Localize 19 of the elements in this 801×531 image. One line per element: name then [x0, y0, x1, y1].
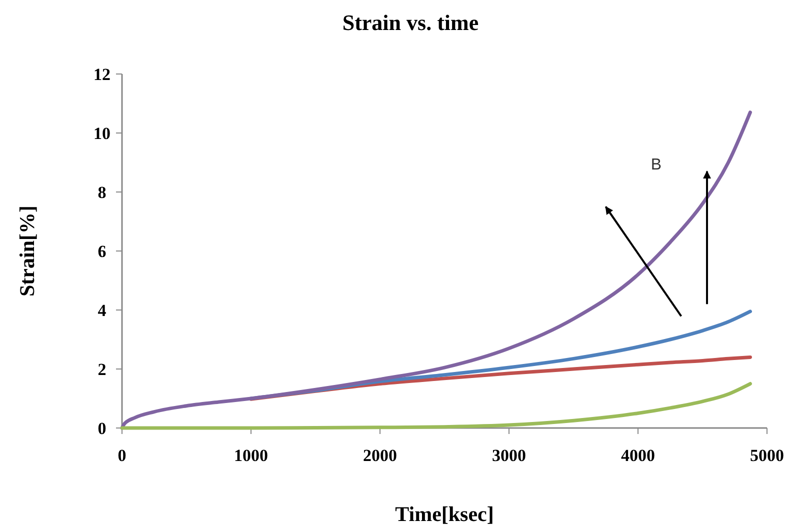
annotation: B — [650, 156, 662, 174]
y-tick-label: 6 — [98, 242, 106, 261]
y-tick-label: 4 — [98, 300, 107, 320]
y-tick-label: 12 — [94, 64, 110, 84]
x-tick-label: 1000 — [234, 446, 268, 465]
x-tick-label: 4000 — [621, 446, 655, 465]
y-tick-label: 10 — [94, 124, 110, 143]
y-tick-label: 2 — [98, 360, 106, 379]
y-tick-label: 0 — [98, 418, 106, 438]
x-tick-label: 0 — [118, 446, 126, 465]
x-axis-title: Time[ksec] — [395, 502, 494, 526]
x-tick-label: 5000 — [750, 446, 784, 465]
y-axis-title: Strain[%] — [15, 206, 39, 296]
line-series — [120, 382, 752, 430]
line-series — [120, 110, 752, 430]
x-tick-label: 2000 — [363, 446, 397, 465]
x-tick-label: 3000 — [492, 446, 526, 465]
y-tick-label: 8 — [98, 182, 106, 202]
chart-title: Strain vs. time — [342, 10, 479, 35]
